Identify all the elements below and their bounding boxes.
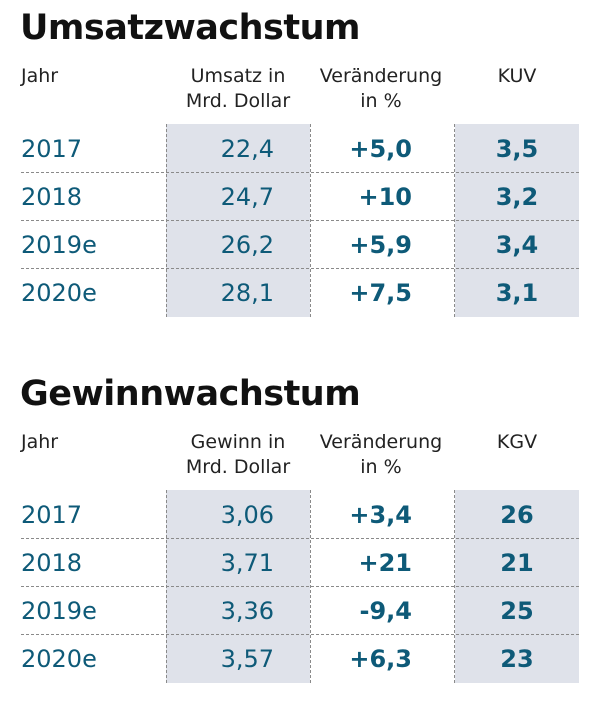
table-row: 2018 3,71 +21 21 <box>0 538 599 586</box>
ratio-cell: 3,4 <box>495 231 539 259</box>
year-cell: 2018 <box>21 183 83 211</box>
value-cell: 3,06 <box>220 501 274 529</box>
change-cell: +10 <box>358 183 412 211</box>
header-change-line2: in % <box>360 90 402 112</box>
change-cell: +6,3 <box>349 645 412 673</box>
value-cell: 26,2 <box>220 231 274 259</box>
ratio-cell: 3,1 <box>495 279 539 307</box>
header-change-line2: in % <box>360 456 402 478</box>
change-cell: +7,5 <box>349 279 412 307</box>
change-cell: +21 <box>358 549 412 577</box>
header-profit: Gewinn in Mrd. Dollar <box>166 430 310 480</box>
row-divider <box>21 172 579 173</box>
table-row: 2017 3,06 +3,4 26 <box>0 490 599 538</box>
header-ratio: KGV <box>496 431 538 453</box>
year-cell: 2018 <box>21 549 83 577</box>
ratio-cell: 26 <box>500 501 534 529</box>
table-row: 2019e 3,36 -9,4 25 <box>0 586 599 634</box>
section-title: Umsatzwachstum <box>20 8 361 48</box>
change-cell: +5,0 <box>349 135 412 163</box>
value-cell: 3,57 <box>220 645 274 673</box>
table-row: 2020e 3,57 +6,3 23 <box>0 634 599 682</box>
row-divider <box>21 586 579 587</box>
header-change-line1: Veränderung <box>319 65 443 87</box>
table-row: 2017 22,4 +5,0 3,5 <box>0 124 599 172</box>
change-cell: +3,4 <box>349 501 412 529</box>
ratio-cell: 3,5 <box>495 135 539 163</box>
header-year: Jahr <box>21 431 59 453</box>
header-revenue-line2: Mrd. Dollar <box>185 90 291 112</box>
year-cell: 2020e <box>21 645 97 673</box>
year-cell: 2019e <box>21 231 97 259</box>
year-cell: 2017 <box>21 135 83 163</box>
value-cell: 3,36 <box>220 597 274 625</box>
value-cell: 24,7 <box>220 183 274 211</box>
year-cell: 2020e <box>21 279 97 307</box>
header-change: Veränderung in % <box>310 64 452 114</box>
profit-table: 2017 3,06 +3,4 26 2018 3,71 +21 21 2019e… <box>0 490 599 683</box>
year-cell: 2017 <box>21 501 83 529</box>
row-divider <box>21 634 579 635</box>
value-cell: 3,71 <box>220 549 274 577</box>
row-divider <box>21 268 579 269</box>
row-divider <box>21 538 579 539</box>
year-cell: 2019e <box>21 597 97 625</box>
ratio-cell: 25 <box>500 597 534 625</box>
row-divider <box>21 220 579 221</box>
change-cell: +5,9 <box>349 231 412 259</box>
ratio-cell: 21 <box>500 549 534 577</box>
change-cell: -9,4 <box>359 597 412 625</box>
table-row: 2018 24,7 +10 3,2 <box>0 172 599 220</box>
table-row: 2020e 28,1 +7,5 3,1 <box>0 268 599 316</box>
header-change: Veränderung in % <box>310 430 452 480</box>
value-cell: 28,1 <box>220 279 274 307</box>
ratio-cell: 23 <box>500 645 534 673</box>
header-revenue-line1: Umsatz in <box>190 65 286 87</box>
header-profit-line1: Gewinn in <box>190 431 286 453</box>
table-row: 2019e 26,2 +5,9 3,4 <box>0 220 599 268</box>
header-year: Jahr <box>21 65 59 87</box>
section-title: Gewinnwachstum <box>20 374 361 414</box>
header-revenue: Umsatz in Mrd. Dollar <box>166 64 310 114</box>
header-ratio: KUV <box>497 65 537 87</box>
header-change-line1: Veränderung <box>319 431 443 453</box>
ratio-cell: 3,2 <box>495 183 539 211</box>
value-cell: 22,4 <box>220 135 274 163</box>
revenue-table: 2017 22,4 +5,0 3,5 2018 24,7 +10 3,2 201… <box>0 124 599 317</box>
header-profit-line2: Mrd. Dollar <box>185 456 291 478</box>
